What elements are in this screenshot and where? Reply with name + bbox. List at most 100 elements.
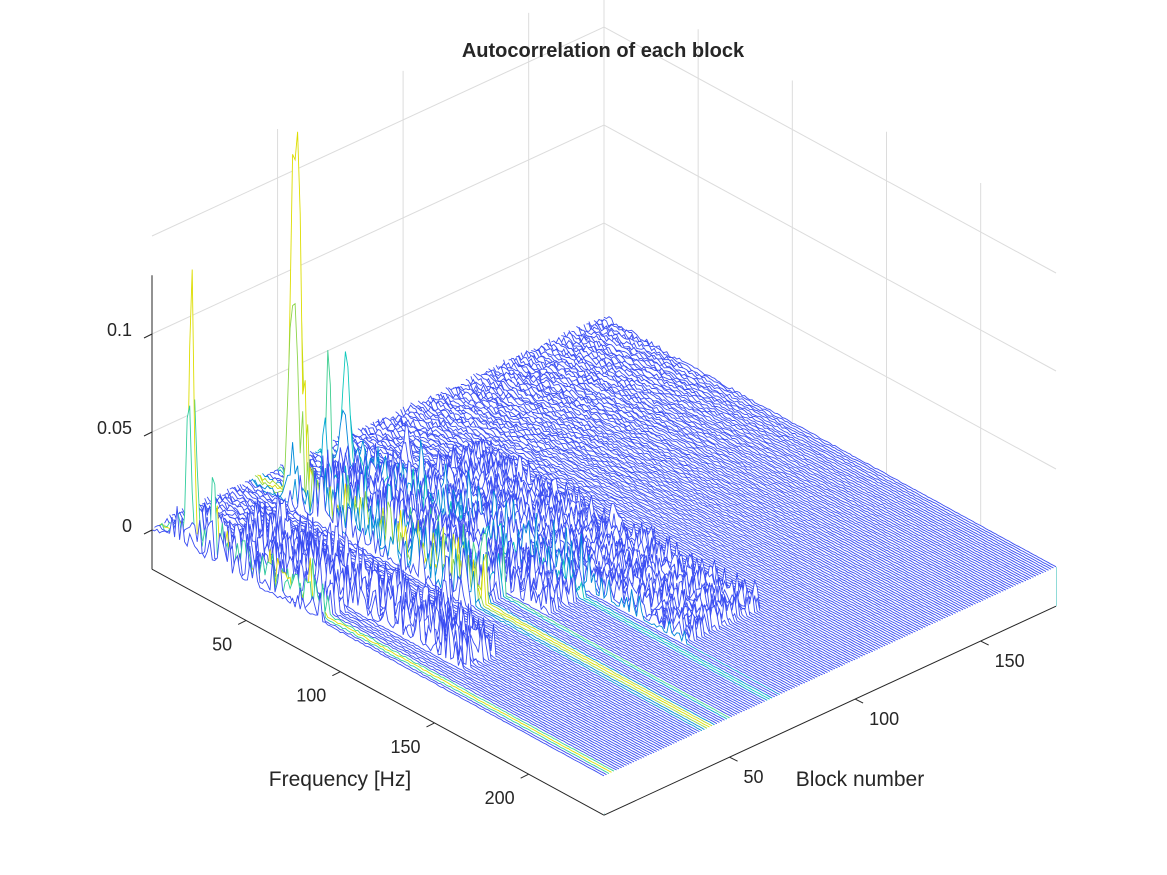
series-line xyxy=(435,393,889,646)
series-line xyxy=(443,394,896,642)
y-tick xyxy=(854,698,864,704)
y-tick xyxy=(980,640,989,646)
y-tick-label: 100 xyxy=(869,709,899,729)
chart-title: Autocorrelation of each block xyxy=(462,40,745,62)
series-line xyxy=(498,366,951,616)
series-line xyxy=(430,397,883,648)
series-line xyxy=(254,302,708,729)
x-tick xyxy=(520,773,529,779)
series-line xyxy=(422,401,876,651)
series-mask xyxy=(152,506,604,816)
series-line xyxy=(264,457,718,725)
series-line xyxy=(525,350,979,604)
series-line xyxy=(578,327,1032,579)
x-axis-label: Frequency [Hz] xyxy=(269,768,411,791)
series-line xyxy=(357,422,811,681)
series-line xyxy=(538,345,991,598)
series-line xyxy=(531,350,984,601)
series-line xyxy=(473,373,926,628)
series-line xyxy=(488,368,941,621)
series-line xyxy=(151,506,605,777)
series-line xyxy=(485,370,939,622)
series-line xyxy=(535,348,989,599)
z-tick-label: 0 xyxy=(122,516,132,536)
series-line xyxy=(543,342,996,596)
series-line xyxy=(495,365,949,618)
series-line xyxy=(445,387,898,641)
series-line xyxy=(596,318,1049,571)
series-line xyxy=(480,373,934,625)
series-line xyxy=(455,386,909,636)
series-line xyxy=(257,131,710,728)
series-line xyxy=(475,373,929,627)
x-tick xyxy=(426,722,435,728)
series-line xyxy=(555,336,1009,590)
x-tick-label: 200 xyxy=(485,788,515,808)
z-tick xyxy=(143,529,153,535)
series-line xyxy=(325,443,778,697)
series-line xyxy=(490,369,944,620)
series-line xyxy=(588,321,1042,575)
series-line xyxy=(468,378,921,631)
series-line xyxy=(601,319,1054,569)
series-line xyxy=(545,342,999,594)
x-tick-label: 50 xyxy=(212,634,232,654)
series-line xyxy=(518,354,971,607)
series-line xyxy=(382,417,836,670)
series-line xyxy=(465,378,919,631)
series-line xyxy=(548,338,1002,593)
series-line xyxy=(448,387,901,640)
z-tick xyxy=(143,333,153,339)
series-line xyxy=(568,330,1022,584)
series-line xyxy=(540,345,994,597)
series-line xyxy=(565,331,1019,585)
series-line xyxy=(460,384,914,634)
series-line xyxy=(528,351,981,603)
z-tick-label: 0.05 xyxy=(97,418,132,438)
series-line xyxy=(427,395,881,649)
x-tick xyxy=(332,671,341,677)
series-line xyxy=(458,386,911,635)
series-line xyxy=(553,341,1007,591)
series-line xyxy=(432,397,886,647)
series-line xyxy=(493,367,946,619)
series-line xyxy=(161,399,615,772)
series-line xyxy=(591,321,1044,574)
series-line xyxy=(603,316,1057,568)
axes: 0 0.05 0.1 50 100 150 200 50 100 150 xyxy=(97,275,1057,816)
series-line xyxy=(515,355,969,608)
series-line xyxy=(410,402,863,657)
series-line xyxy=(533,348,986,600)
x-tick-label: 150 xyxy=(390,737,420,757)
series-line xyxy=(561,335,1014,587)
y-axis-label: Block number xyxy=(796,768,924,791)
series-line xyxy=(302,455,755,707)
y-tick-label: 50 xyxy=(744,767,764,787)
series-line xyxy=(571,330,1024,583)
series-line xyxy=(262,437,715,726)
series-line xyxy=(598,318,1052,570)
series-line xyxy=(523,350,976,605)
series-line xyxy=(440,391,894,643)
series-line xyxy=(563,331,1017,586)
series-line xyxy=(294,460,748,711)
y-tick-label: 150 xyxy=(995,651,1025,671)
series-line xyxy=(247,469,700,733)
series-line xyxy=(500,362,954,615)
series-line xyxy=(437,393,891,644)
series-line xyxy=(573,334,1027,582)
x-tick xyxy=(237,620,247,625)
series-lines xyxy=(151,131,1057,816)
series-line xyxy=(593,320,1047,572)
series-line xyxy=(511,357,964,611)
x-tick-label: 100 xyxy=(296,686,326,706)
z-tick-label: 0.1 xyxy=(107,320,132,340)
z-tick xyxy=(143,431,153,437)
series-line xyxy=(470,376,924,629)
series-line xyxy=(503,359,956,614)
series-line xyxy=(463,384,916,633)
series-line xyxy=(450,386,904,639)
y-tick xyxy=(729,756,738,762)
